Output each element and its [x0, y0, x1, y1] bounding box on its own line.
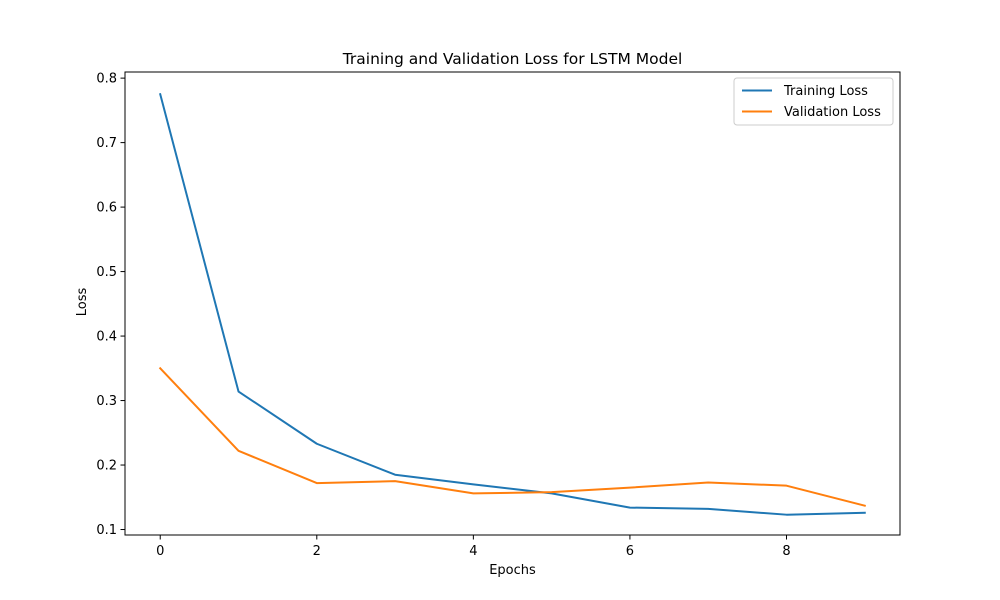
series-line-training-loss: [159, 93, 866, 516]
y-axis-label: Loss: [75, 288, 90, 317]
x-tick-label: 0: [156, 544, 164, 559]
legend-label-validation-loss: Validation Loss: [784, 105, 881, 120]
x-tick-label: 8: [782, 544, 790, 559]
legend: Training Loss Validation Loss: [733, 77, 894, 126]
chart-title: Training and Validation Loss for LSTM Mo…: [342, 50, 683, 68]
y-tick-label: 0.2: [96, 459, 117, 474]
x-axis-ticks: 0 2 4 6 8: [156, 535, 791, 559]
series-line-validation-loss: [158, 366, 866, 507]
y-tick-label: 0.1: [96, 523, 117, 538]
series-lines: [158, 93, 866, 516]
y-tick-label: 0.6: [96, 201, 117, 216]
legend-label-training-loss: Training Loss: [783, 84, 868, 99]
y-axis-ticks: 0.1 0.2 0.3 0.4 0.5 0.6 0.7 0.8: [96, 72, 125, 538]
plot-area-frame: [124, 71, 901, 536]
legend-box: [733, 77, 894, 126]
y-tick-label: 0.8: [96, 72, 117, 87]
x-tick-label: 2: [313, 544, 321, 559]
x-tick-label: 4: [469, 544, 477, 559]
x-tick-label: 6: [626, 544, 634, 559]
y-tick-label: 0.3: [96, 394, 117, 409]
axes-frame: [124, 71, 901, 536]
y-tick-label: 0.5: [96, 265, 117, 280]
y-tick-label: 0.7: [96, 136, 117, 151]
x-axis-label: Epochs: [489, 563, 536, 578]
y-tick-label: 0.4: [96, 330, 117, 345]
